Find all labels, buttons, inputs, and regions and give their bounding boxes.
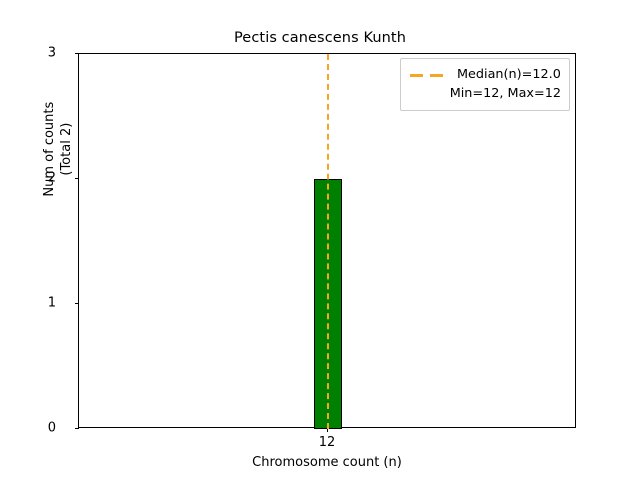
- chart-title: Pectis canescens Kunth: [233, 30, 406, 46]
- y-tick-label: 3: [47, 45, 56, 61]
- legend-item-median: Median(n)=12.0: [409, 65, 561, 84]
- x-tick-mark: [326, 428, 328, 432]
- median-line: [326, 54, 329, 429]
- y-tick-mark: [74, 302, 79, 304]
- dashed-line-icon: [409, 68, 451, 82]
- y-tick-mark: [74, 52, 79, 54]
- y-tick-mark: [74, 427, 79, 429]
- legend: Median(n)=12.0 Min=12, Max=12: [400, 58, 570, 111]
- y-tick-label: 0: [47, 420, 56, 436]
- x-axis-label: Chromosome count (n): [252, 455, 402, 470]
- y-tick-mark: [74, 177, 79, 179]
- x-tick-label: 12: [318, 435, 336, 450]
- legend-label-minmax: Min=12, Max=12: [449, 86, 561, 101]
- y-tick-label: 1: [47, 295, 56, 311]
- legend-item-minmax: Min=12, Max=12: [409, 84, 561, 103]
- legend-label-median: Median(n)=12.0: [457, 67, 561, 82]
- plot-area: [78, 53, 576, 429]
- y-tick-label: 2: [47, 170, 56, 186]
